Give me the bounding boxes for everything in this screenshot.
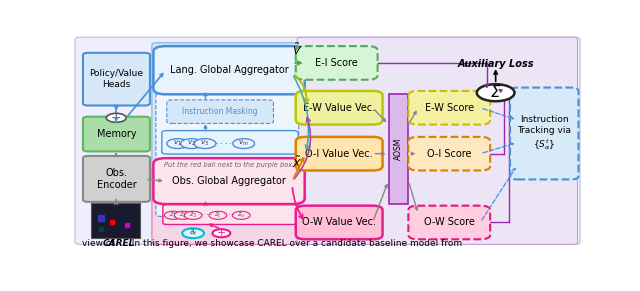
Bar <box>92 203 140 238</box>
Circle shape <box>182 228 204 238</box>
Text: O-W Value Vec.: O-W Value Vec. <box>302 217 376 228</box>
Text: Lang. Global Aggregator: Lang. Global Aggregator <box>170 65 289 75</box>
Text: CAREL: CAREL <box>102 239 134 248</box>
Circle shape <box>477 84 515 101</box>
FancyBboxPatch shape <box>162 131 298 154</box>
Text: $z_t$: $z_t$ <box>214 211 221 220</box>
Text: Σ: Σ <box>491 85 500 100</box>
Text: Instruction
Tracking via
$\{S^t_\alpha\}$: Instruction Tracking via $\{S^t_\alpha\}… <box>517 115 572 152</box>
Text: · · ·: · · · <box>225 212 235 218</box>
Circle shape <box>212 229 230 237</box>
Text: $v_m$: $v_m$ <box>238 139 249 148</box>
Text: $z_n$: $z_n$ <box>237 211 245 220</box>
Text: Auxiliary Loss: Auxiliary Loss <box>458 59 534 69</box>
Circle shape <box>232 211 250 219</box>
Text: $z_2$: $z_2$ <box>179 211 187 220</box>
Text: Obs.
Encoder: Obs. Encoder <box>97 168 136 190</box>
Text: $v_2$: $v_2$ <box>187 139 196 148</box>
Text: Instruction Masking: Instruction Masking <box>182 107 258 116</box>
Circle shape <box>167 139 189 148</box>
Text: Memory: Memory <box>97 129 136 139</box>
Circle shape <box>209 211 227 219</box>
FancyBboxPatch shape <box>408 91 490 125</box>
Text: O-I Score: O-I Score <box>427 149 472 159</box>
FancyBboxPatch shape <box>83 156 150 202</box>
Circle shape <box>180 139 202 148</box>
Bar <box>388 94 408 204</box>
FancyBboxPatch shape <box>296 91 383 125</box>
Circle shape <box>194 139 216 148</box>
Text: O-I Value Vec.: O-I Value Vec. <box>305 149 373 159</box>
Text: $z_1$: $z_1$ <box>169 211 177 220</box>
FancyBboxPatch shape <box>154 158 305 204</box>
Circle shape <box>174 211 192 219</box>
FancyBboxPatch shape <box>297 37 577 244</box>
FancyBboxPatch shape <box>83 117 150 151</box>
FancyBboxPatch shape <box>156 93 299 217</box>
FancyBboxPatch shape <box>163 205 297 224</box>
Text: . In this figure, we showcase CAREL over a candidate baseline model from: . In this figure, we showcase CAREL over… <box>126 239 462 248</box>
Text: O-W Score: O-W Score <box>424 217 475 228</box>
FancyBboxPatch shape <box>167 100 273 123</box>
Text: Obs. Global Aggregator: Obs. Global Aggregator <box>172 176 286 186</box>
FancyBboxPatch shape <box>296 206 383 239</box>
Circle shape <box>106 113 126 122</box>
Text: $\tilde{V}$: $\tilde{V}$ <box>292 42 302 57</box>
FancyBboxPatch shape <box>296 46 378 80</box>
Circle shape <box>164 211 182 219</box>
Text: · · ·: · · · <box>202 212 212 218</box>
Text: E-W Score: E-W Score <box>425 103 474 113</box>
Text: $\tilde{X}$: $\tilde{X}$ <box>292 155 303 170</box>
FancyBboxPatch shape <box>83 53 150 106</box>
FancyBboxPatch shape <box>152 43 303 182</box>
Text: Put the red ball next to the purple box.: Put the red ball next to the purple box. <box>164 162 294 168</box>
FancyBboxPatch shape <box>152 168 303 244</box>
Text: Policy/Value
Heads: Policy/Value Heads <box>90 70 143 89</box>
FancyBboxPatch shape <box>296 137 383 171</box>
FancyBboxPatch shape <box>510 88 579 180</box>
Text: AOSM: AOSM <box>394 138 403 160</box>
Text: $v_1$: $v_1$ <box>173 139 182 148</box>
Text: $z_3$: $z_3$ <box>189 211 197 220</box>
Text: E-I Score: E-I Score <box>316 58 358 68</box>
Text: E-W Value Vec.: E-W Value Vec. <box>303 103 375 113</box>
Text: $v_3$: $v_3$ <box>200 139 209 148</box>
Circle shape <box>184 211 202 219</box>
Text: · · · ·: · · · · <box>216 141 232 147</box>
FancyBboxPatch shape <box>408 206 490 239</box>
Circle shape <box>233 139 255 148</box>
Text: $a_t$: $a_t$ <box>189 228 198 238</box>
FancyBboxPatch shape <box>408 137 490 171</box>
Text: +: + <box>111 111 122 124</box>
FancyBboxPatch shape <box>75 37 580 244</box>
Text: view of: view of <box>83 239 118 248</box>
Text: +: + <box>217 228 226 238</box>
FancyBboxPatch shape <box>154 46 305 94</box>
